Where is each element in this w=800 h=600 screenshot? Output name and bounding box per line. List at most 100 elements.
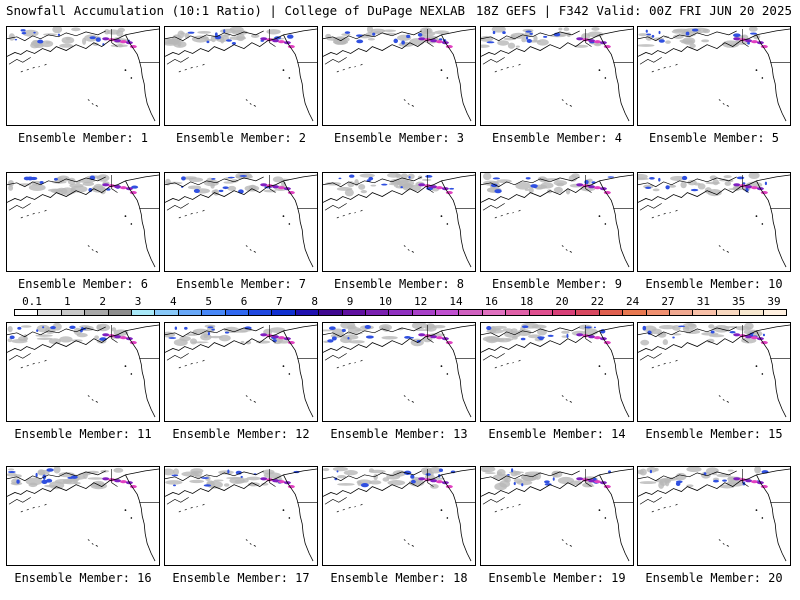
ensemble-member-label: Ensemble Member: 10 bbox=[645, 277, 783, 291]
ensemble-map-panel bbox=[164, 26, 318, 126]
snowfall-map bbox=[638, 27, 790, 122]
ensemble-member-label: Ensemble Member: 15 bbox=[645, 427, 783, 441]
ensemble-map-panel bbox=[6, 466, 160, 566]
ensemble-map-panel bbox=[6, 172, 160, 272]
snowfall-shading bbox=[638, 173, 768, 197]
ensemble-member-label: Ensemble Member: 12 bbox=[172, 427, 310, 441]
model-run-info: 18Z GEFS | F342 Valid: 00Z FRI JUN 20 20… bbox=[475, 3, 792, 18]
ensemble-map-panel bbox=[164, 322, 318, 422]
color-scale-swatch bbox=[294, 309, 320, 316]
color-scale-swatch bbox=[481, 309, 507, 316]
ensemble-member-label: Ensemble Member: 8 bbox=[333, 277, 465, 291]
color-scale-swatch bbox=[645, 309, 671, 316]
color-scale-tick-label: 39 bbox=[767, 295, 781, 308]
color-scale-swatch bbox=[14, 309, 39, 316]
ensemble-member-label: Ensemble Member: 14 bbox=[488, 427, 626, 441]
snowfall-shading bbox=[165, 173, 295, 196]
color-scale-tick-label: 14 bbox=[449, 295, 463, 308]
color-scale-tick-label: 18 bbox=[520, 295, 534, 308]
ensemble-member-label: Ensemble Member: 16 bbox=[14, 571, 152, 585]
ensemble-member-label: Ensemble Member: 18 bbox=[330, 571, 468, 585]
color-scale-swatch bbox=[762, 309, 787, 316]
snowfall-map bbox=[323, 173, 475, 268]
ensemble-map-panel bbox=[6, 26, 160, 126]
color-scale-swatch bbox=[388, 309, 413, 316]
color-scale-swatch bbox=[411, 309, 437, 316]
ensemble-member-label: Ensemble Member: 1 bbox=[17, 131, 149, 145]
color-scale-tick-label: 9 bbox=[346, 295, 354, 308]
color-scale-swatch bbox=[130, 309, 156, 316]
color-scale-tick-label: 16 bbox=[484, 295, 498, 308]
snowfall-shading bbox=[165, 468, 300, 489]
ensemble-map-panel bbox=[637, 172, 791, 272]
snowfall-map bbox=[481, 27, 633, 122]
snowfall-map bbox=[7, 27, 159, 122]
ensemble-member-label: Ensemble Member: 5 bbox=[648, 131, 780, 145]
coastline-outline bbox=[7, 324, 159, 418]
snowfall-shading bbox=[323, 323, 453, 347]
ensemble-map-panel bbox=[322, 322, 476, 422]
color-scale-swatch bbox=[598, 309, 624, 316]
ensemble-map-panel bbox=[6, 322, 160, 422]
snowfall-shading bbox=[325, 27, 453, 49]
snowfall-shading bbox=[7, 323, 137, 345]
ensemble-member-label: Ensemble Member: 4 bbox=[491, 131, 623, 145]
coastline-outline bbox=[638, 324, 790, 418]
color-scale-swatch bbox=[575, 309, 600, 316]
snowfall-shading bbox=[324, 173, 455, 197]
snowfall-map bbox=[638, 173, 790, 268]
color-scale-swatch bbox=[528, 309, 554, 316]
color-scale-tick-label: 1 bbox=[64, 295, 71, 308]
ensemble-member-label: Ensemble Member: 19 bbox=[488, 571, 626, 585]
ensemble-map-panel bbox=[322, 26, 476, 126]
color-scale-tick-label: 22 bbox=[590, 295, 604, 308]
ensemble-member-label: Ensemble Member: 2 bbox=[175, 131, 307, 145]
color-scale-tick-label: 8 bbox=[311, 295, 318, 308]
ensemble-map-panel bbox=[480, 466, 634, 566]
snowfall-map bbox=[165, 468, 317, 562]
color-scale-swatch bbox=[201, 309, 226, 316]
snowfall-map bbox=[481, 323, 633, 418]
snowfall-shading bbox=[640, 323, 768, 346]
ensemble-map-panel bbox=[164, 172, 318, 272]
color-scale-swatch bbox=[739, 309, 764, 316]
color-scale-tick-label: 4 bbox=[170, 295, 177, 308]
color-scale-swatch bbox=[458, 309, 483, 316]
snowfall-shading bbox=[638, 27, 768, 49]
snowfall-map bbox=[323, 27, 475, 122]
color-scale-tick-label: 3 bbox=[134, 295, 142, 308]
ensemble-map-panel bbox=[637, 466, 791, 566]
ensemble-member-label: Ensemble Member: 7 bbox=[175, 277, 307, 291]
snowfall-shading bbox=[7, 467, 137, 490]
color-scale-swatch bbox=[177, 309, 203, 316]
color-scale-swatch bbox=[318, 309, 343, 316]
ensemble-map-panel bbox=[322, 172, 476, 272]
ensemble-member-label: Ensemble Member: 17 bbox=[172, 571, 310, 585]
snowfall-shading bbox=[482, 323, 611, 345]
snowfall-map bbox=[7, 174, 159, 268]
ensemble-map-panel bbox=[637, 322, 791, 422]
ensemble-map-panel bbox=[480, 172, 634, 272]
color-scale-swatch bbox=[224, 309, 249, 316]
ensemble-map-panel bbox=[637, 26, 791, 126]
ensemble-member-label: Ensemble Member: 9 bbox=[491, 277, 623, 291]
snowfall-map bbox=[638, 467, 790, 562]
ensemble-member-label: Ensemble Member: 6 bbox=[17, 277, 149, 291]
snowfall-map bbox=[165, 173, 317, 268]
color-scale-tick-label: 0.1 bbox=[22, 295, 42, 308]
color-scale-swatch bbox=[247, 309, 273, 316]
color-scale-swatch bbox=[669, 309, 694, 316]
snowfall-map bbox=[7, 323, 159, 418]
color-scale-tick-label: 31 bbox=[696, 295, 710, 308]
color-scale-tick-label: 7 bbox=[276, 295, 283, 308]
coastline-outline bbox=[638, 28, 790, 122]
color-scale-swatch bbox=[107, 309, 132, 316]
color-scale-swatch bbox=[692, 309, 717, 316]
color-scale-swatch bbox=[505, 309, 530, 316]
ensemble-member-label: Ensemble Member: 13 bbox=[330, 427, 468, 441]
color-scale-tick-label: 35 bbox=[732, 295, 746, 308]
color-scale-swatch bbox=[37, 309, 62, 316]
snowfall-map bbox=[481, 173, 633, 268]
snowfall-shading bbox=[8, 27, 137, 49]
color-scale-tick-label: 6 bbox=[240, 295, 248, 308]
